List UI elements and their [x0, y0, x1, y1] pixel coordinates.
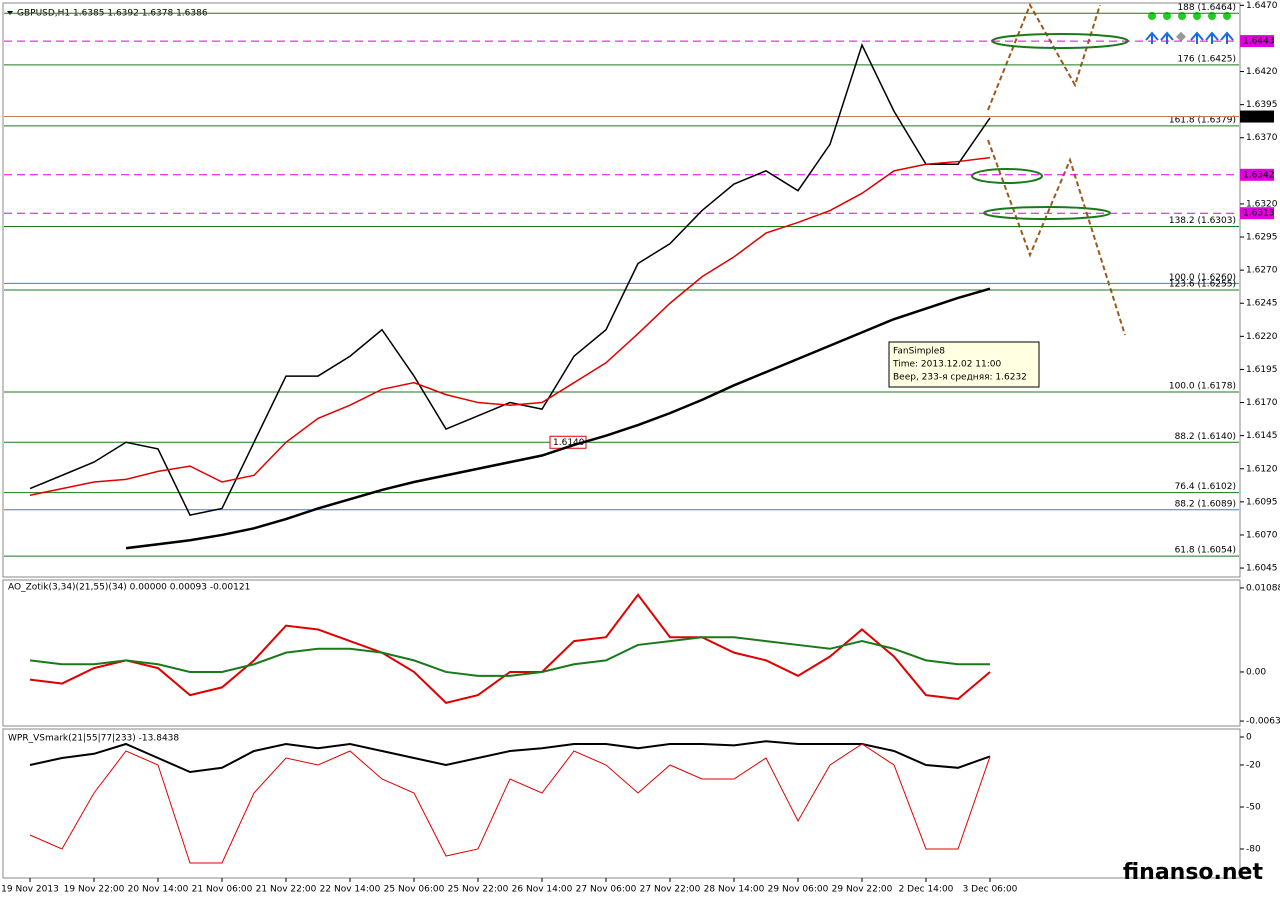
y-tick-label: 0: [1246, 733, 1252, 743]
price-mark-box: [1240, 207, 1274, 220]
current-price-label: 1.6386: [1243, 112, 1275, 122]
y-tick-label: 1.6045: [1246, 564, 1278, 574]
level-label: 100.0 (1.6178): [1169, 381, 1236, 391]
x-tick-label: 25 Nov 22:00: [448, 885, 509, 895]
watermark: finanso.net: [1123, 860, 1264, 885]
y-tick-label: 1.6145: [1246, 431, 1278, 441]
y-tick-label: 1.6320: [1246, 199, 1278, 209]
x-tick-label: 20 Nov 14:00: [128, 885, 189, 895]
low-label: 1.6140: [553, 438, 585, 448]
y-tick-label: 0.00: [1246, 667, 1266, 677]
y-tick-label: 1.6070: [1246, 530, 1278, 540]
y-tick-label: -20: [1246, 761, 1261, 771]
x-tick-label: 27 Nov 06:00: [576, 885, 637, 895]
x-tick-label: 21 Nov 06:00: [192, 885, 253, 895]
x-tick-label: 19 Nov 22:00: [64, 885, 125, 895]
series-line: [29, 636, 990, 677]
y-tick-label: 1.6095: [1246, 497, 1278, 507]
level-label: 161.8 (1.6379): [1169, 115, 1236, 125]
x-tick-label: 29 Nov 06:00: [768, 885, 829, 895]
x-tick-label: 26 Nov 14:00: [512, 885, 573, 895]
price-mark-label: 1.6313: [1243, 209, 1275, 219]
x-tick-label: 29 Nov 22:00: [832, 885, 893, 895]
x-tick-label: 2 Dec 14:00: [899, 885, 954, 895]
y-tick-label: 1.6270: [1246, 266, 1278, 276]
price-mark-box: [1240, 168, 1274, 181]
level-label: 76.4 (1.6102): [1175, 482, 1236, 492]
level-label: 188 (1.6464): [1177, 3, 1236, 13]
x-tick-label: 21 Nov 22:00: [256, 885, 317, 895]
series-line: [29, 156, 991, 496]
series-line: [29, 743, 991, 864]
level-label: 88.2 (1.6089): [1175, 499, 1236, 509]
x-tick-label: 28 Nov 14:00: [704, 885, 765, 895]
y-tick-label: 1.6420: [1246, 67, 1278, 77]
projection: [987, 2, 1126, 336]
tooltip-box: [888, 341, 1040, 388]
wpr-title: WPR_VSmark(21|55|77|233) -13.8438: [8, 734, 179, 744]
series-line: [29, 740, 991, 774]
wpr-panel: [2, 728, 1241, 879]
y-tick-label: 1.6120: [1246, 464, 1278, 474]
series-line: [29, 593, 991, 704]
level-label: 123.6 (1.6255): [1169, 280, 1236, 290]
price-mark-box: [1240, 35, 1274, 48]
level-label: 88.2 (1.6140): [1175, 432, 1236, 442]
x-tick-label: 19 Nov 2013: [1, 885, 59, 895]
current-price-box: [1240, 110, 1274, 123]
tooltip-line: Time: 2013.12.02 11:00: [892, 360, 1002, 370]
level-label: 61.8 (1.6054): [1175, 546, 1236, 556]
level-label: 100.0 (1.6260): [1169, 273, 1236, 283]
y-tick-label: 1.6295: [1246, 233, 1278, 243]
y-tick-label: 0.01088: [1246, 583, 1280, 593]
level-label: 176 (1.6425): [1177, 54, 1236, 64]
y-tick-label: -50: [1246, 803, 1261, 813]
y-tick-label: -0.00636: [1246, 717, 1280, 727]
y-tick-label: 1.6195: [1246, 365, 1278, 375]
series-line: [29, 43, 991, 516]
y-tick-label: -80: [1246, 845, 1261, 855]
x-tick-label: 3 Dec 06:00: [963, 885, 1018, 895]
y-tick-label: 1.6470: [1246, 1, 1278, 11]
x-tick-label: 22 Nov 14:00: [320, 885, 381, 895]
price-mark-label: 1.6443: [1243, 37, 1275, 47]
x-tick-label: 27 Nov 22:00: [640, 885, 701, 895]
signal-icons: [1145, 12, 1234, 44]
price-mark-label: 1.6342: [1243, 170, 1275, 180]
y-tick-label: 1.6220: [1246, 332, 1278, 342]
y-tick-label: 1.6245: [1246, 299, 1278, 309]
y-tick-label: 1.6170: [1246, 398, 1278, 408]
y-tick-label: 1.6395: [1246, 100, 1278, 110]
tooltip-line: FanSimple8: [893, 347, 945, 357]
x-tick-label: 25 Nov 06:00: [384, 885, 445, 895]
tooltip-line: Веер, 233-я средняя: 1.6232: [893, 373, 1027, 383]
level-label: 138.2 (1.6303): [1169, 216, 1236, 226]
ao-title: AO_Zotik(3,34)(21,55)(34) 0.00000 0.0009…: [8, 583, 250, 593]
series-line: [125, 287, 991, 550]
y-tick-label: 1.6370: [1246, 133, 1278, 143]
